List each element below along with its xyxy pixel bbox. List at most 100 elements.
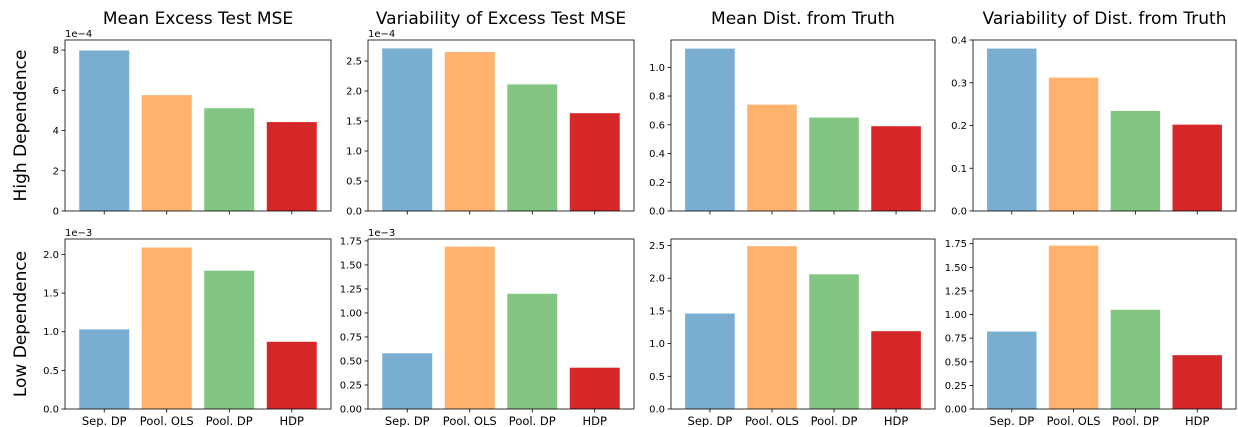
y-tick-label: 0.50 xyxy=(945,357,967,368)
subplot: Sep. DP Pool. OLS Pool. DP HDP 0.0 0.5 1.0 1.5 2… xyxy=(649,238,936,427)
x-tick-label: Pool. DP xyxy=(206,414,253,427)
bar xyxy=(569,367,620,409)
bar xyxy=(79,329,130,409)
x-tick-label: Pool. DP xyxy=(811,414,858,427)
subplot: 0.0 0.5 1.0 1.5 2.0 2.5 1e−4 xyxy=(346,29,635,218)
y-tick-label: 2 xyxy=(53,166,59,177)
axis-offset-label: 1e−3 xyxy=(65,228,92,239)
y-tick-label: 0.5 xyxy=(649,372,665,383)
axes-frame xyxy=(972,238,1237,410)
axes-frame xyxy=(972,39,1237,212)
bar xyxy=(141,247,192,409)
bar xyxy=(1172,124,1222,211)
y-tick-label: 0.1 xyxy=(951,164,967,175)
subplot: 0.0 0.2 0.4 0.6 0.8 1.0 xyxy=(649,39,936,218)
y-tick-label: 0.25 xyxy=(340,380,362,391)
y-tick-label: 1.0 xyxy=(649,63,665,74)
x-tick-label: Pool. DP xyxy=(1112,414,1159,427)
x-tick-label: HDP xyxy=(1185,414,1210,427)
y-tick-label: 0.0 xyxy=(43,405,59,416)
bar xyxy=(987,48,1037,211)
y-tick-label: 0.0 xyxy=(346,207,362,218)
axes-frame xyxy=(670,39,936,212)
bar xyxy=(685,313,735,409)
subplot: Sep. DP Pool. OLS Pool. DP HDP 0.00 0.25 0.50 0… xyxy=(340,228,635,427)
x-tick-label: HDP xyxy=(280,414,305,427)
y-tick-label: 1.0 xyxy=(43,327,59,338)
bar xyxy=(507,293,558,409)
x-tick-label: HDP xyxy=(884,414,909,427)
y-tick-label: 6 xyxy=(53,86,59,97)
y-tick-label: 0.2 xyxy=(649,178,665,189)
y-tick-label: 1.75 xyxy=(945,239,967,250)
column-title: Variability of Excess Test MSE xyxy=(376,9,626,29)
y-tick-label: 1.00 xyxy=(340,308,362,319)
bar xyxy=(204,108,255,211)
row-label: Low Dependence xyxy=(11,251,31,397)
y-tick-label: 0.0 xyxy=(649,405,665,416)
subplot: 0.0 0.1 0.2 0.3 0.4 xyxy=(951,36,1237,218)
y-tick-label: 0.00 xyxy=(340,405,362,416)
y-tick-label: 2.0 xyxy=(43,250,59,261)
y-tick-label: 1.5 xyxy=(649,306,665,317)
bar xyxy=(382,48,433,212)
bar xyxy=(1048,245,1099,409)
y-tick-label: 2.5 xyxy=(649,241,665,252)
y-tick-label: 0.2 xyxy=(951,121,967,132)
y-tick-label: 0.5 xyxy=(346,177,362,188)
y-tick-label: 0.5 xyxy=(43,366,59,377)
row-label: High Dependence xyxy=(11,50,31,202)
bar xyxy=(809,274,859,409)
y-tick-label: 0.75 xyxy=(945,334,967,345)
bar xyxy=(871,126,921,211)
y-tick-label: 1.50 xyxy=(340,260,362,271)
bar xyxy=(382,353,433,409)
axis-offset-label: 1e−4 xyxy=(65,29,92,40)
x-tick-label: Pool. OLS xyxy=(140,414,194,427)
bar xyxy=(444,52,495,211)
y-tick-label: 0.75 xyxy=(340,332,362,343)
bar xyxy=(1172,355,1222,409)
x-tick-label: Pool. OLS xyxy=(443,414,497,427)
bar xyxy=(266,341,317,409)
bar xyxy=(809,117,859,211)
y-tick-label: 1.00 xyxy=(945,310,967,321)
axes-frame xyxy=(64,238,332,410)
y-tick-label: 0.0 xyxy=(951,207,967,218)
x-tick-label: Sep. DP xyxy=(385,414,430,427)
y-tick-label: 1.25 xyxy=(945,286,967,297)
y-tick-label: 1.5 xyxy=(43,289,59,300)
bar xyxy=(507,84,558,211)
bar xyxy=(79,50,130,211)
x-tick-label: Sep. DP xyxy=(688,414,733,427)
y-tick-label: 0.25 xyxy=(945,381,967,392)
bar xyxy=(747,104,797,211)
axis-offset-label: 1e−3 xyxy=(368,228,395,239)
x-tick-label: Pool. OLS xyxy=(745,414,799,427)
axes-frame xyxy=(367,39,635,212)
y-tick-label: 1.25 xyxy=(340,284,362,295)
y-tick-label: 0.00 xyxy=(945,405,967,416)
axes-frame xyxy=(367,238,635,410)
subplot: Sep. DP Pool. OLS Pool. DP HDP 0.0 0.5 1.0 1.5 2… xyxy=(43,228,332,427)
y-tick-label: 1.50 xyxy=(945,263,967,274)
y-tick-label: 0.50 xyxy=(340,356,362,367)
x-tick-label: Sep. DP xyxy=(82,414,127,427)
column-title: Mean Excess Test MSE xyxy=(103,9,293,29)
x-tick-label: Pool. OLS xyxy=(1047,414,1101,427)
bar xyxy=(685,48,735,211)
bar xyxy=(1110,110,1161,211)
column-title: Mean Dist. from Truth xyxy=(711,9,895,29)
y-tick-label: 1.0 xyxy=(346,147,362,158)
y-tick-label: 2.5 xyxy=(346,57,362,68)
x-tick-label: HDP xyxy=(583,414,608,427)
y-tick-label: 2.0 xyxy=(346,87,362,98)
bar xyxy=(1048,77,1099,212)
axis-offset-label: 1e−4 xyxy=(368,29,395,40)
bar xyxy=(569,113,620,211)
y-tick-label: 2.0 xyxy=(649,274,665,285)
y-tick-label: 0.3 xyxy=(951,78,967,89)
bar xyxy=(444,246,495,409)
bar xyxy=(747,246,797,409)
bar xyxy=(987,331,1037,409)
